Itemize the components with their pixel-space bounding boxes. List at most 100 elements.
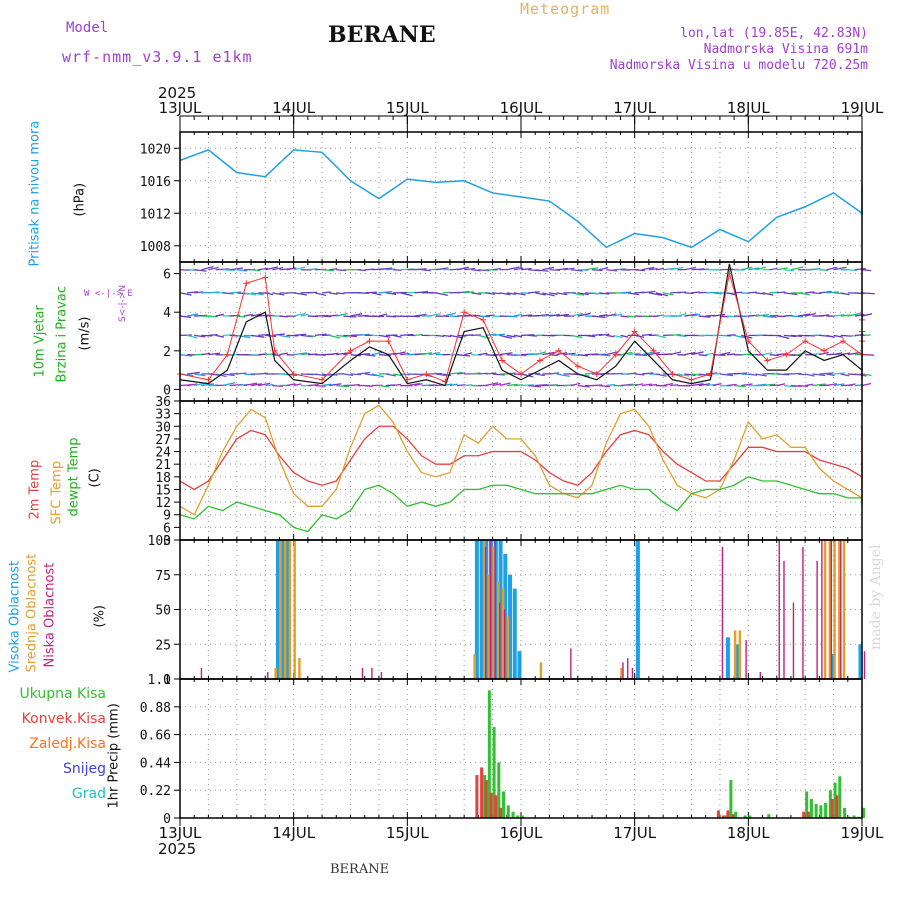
wind-arrow — [400, 352, 410, 356]
wind-gust-marker — [593, 370, 600, 377]
wind-arrow — [847, 312, 861, 317]
precip-conv-bar — [499, 807, 503, 818]
wind-arrow — [322, 269, 335, 272]
wind-arrow — [634, 373, 645, 376]
wind-arrow — [179, 354, 192, 357]
wind-arrow — [691, 382, 704, 387]
wind-arrow — [755, 373, 768, 377]
wind-arrow — [272, 267, 284, 271]
wind-arrow — [655, 334, 666, 339]
wind-arrow — [307, 268, 318, 271]
wind-arrow — [535, 351, 546, 356]
temp-sfc-line — [179, 404, 863, 516]
cloud-low-bar — [489, 540, 492, 679]
wind-arrow — [314, 333, 327, 337]
precip-label-frozen: Zaledj.Kisa — [29, 736, 106, 752]
wind-arrow — [812, 352, 822, 356]
cloud-low-bar — [802, 546, 804, 679]
wind-arrow — [293, 352, 308, 356]
year-label-bottom: 2025 — [158, 840, 196, 858]
y-tick-label-temperature: 6 — [163, 521, 171, 536]
wind-arrow — [528, 384, 542, 388]
wind-arrow — [329, 334, 341, 339]
wind-arrow — [840, 373, 850, 377]
wind-arrow — [464, 267, 476, 271]
wind-arrow — [677, 291, 687, 294]
precip-conv-bar — [716, 810, 720, 818]
wind-arrow — [236, 372, 247, 375]
precip-conv-bar — [835, 795, 839, 818]
wind-arrow — [435, 292, 448, 296]
x-day-label-top: 18JUL — [727, 99, 770, 117]
wind-arrow — [478, 315, 491, 318]
wind-arrow — [677, 373, 690, 377]
wind-arrow — [620, 315, 630, 318]
cloud-mid-bar — [298, 658, 301, 679]
wind-arrow — [414, 333, 423, 337]
wind-arrow — [769, 267, 778, 271]
y-tick-label-precipitation: 0.44 — [140, 756, 171, 771]
wind-arrow — [485, 372, 497, 375]
wind-gust-marker — [555, 347, 562, 354]
wind-arrow — [556, 292, 568, 296]
wind-arrow — [336, 312, 348, 317]
cloud-high-bar — [275, 540, 280, 679]
precip-total-bar — [843, 807, 847, 818]
wind-arrow — [471, 292, 482, 295]
wind-arrow — [719, 373, 734, 377]
cloud-low-bar — [200, 667, 203, 679]
wind-arrow — [343, 315, 357, 318]
wind-arrow — [613, 268, 627, 271]
wind-arrow — [456, 290, 470, 294]
wind-arrow — [414, 290, 429, 294]
y-tick-label-precipitation: 0.88 — [140, 701, 171, 716]
cloud-mid-bar — [482, 540, 486, 679]
cloud-high-bar — [830, 653, 835, 679]
wind-arrow — [243, 373, 256, 376]
wind-arrow — [208, 333, 218, 337]
wind-arrow — [208, 291, 220, 294]
wind-gust-marker — [499, 357, 506, 364]
wind-arrow — [726, 353, 736, 356]
wind-arrow — [819, 314, 830, 317]
wind-arrow — [734, 372, 748, 375]
wind-arrow — [734, 384, 746, 388]
wind-arrow — [847, 351, 861, 356]
wind-arrow — [769, 354, 779, 357]
wind-arrow — [414, 313, 427, 317]
y-tick-label-temperature: 3 — [163, 534, 171, 549]
wind-arrow — [570, 382, 581, 387]
wind-arrow — [457, 334, 467, 337]
wind-arrow — [350, 313, 363, 317]
cloud-mid-bar — [473, 653, 476, 679]
wind-arrow — [194, 269, 207, 272]
wind-arrow — [236, 269, 248, 272]
precip-total-bar — [833, 782, 837, 818]
wind-arrow — [201, 352, 211, 356]
wind-arrow — [385, 373, 397, 377]
y-tick-label-temperature: 21 — [155, 458, 171, 473]
wind-arrow — [691, 313, 701, 317]
wind-arrow — [478, 269, 490, 272]
precip-total-bar — [729, 780, 733, 818]
cloud-high-bar — [493, 540, 498, 679]
wind-arrow — [592, 269, 603, 272]
wind-arrow — [393, 373, 402, 377]
x-day-label-bottom: 18JUL — [727, 824, 770, 842]
wind-arrow — [684, 313, 698, 317]
wind-arrow — [421, 269, 431, 272]
cloud-low-bar — [361, 667, 364, 679]
wind-arrow — [634, 269, 645, 272]
wind-arrow — [698, 373, 713, 377]
cloud-high-bar — [512, 588, 517, 679]
wind-arrow — [506, 292, 517, 295]
wind-gust-marker — [404, 376, 411, 383]
wind-arrow — [364, 291, 377, 294]
cloud-mid-bar — [539, 662, 543, 679]
wind-arrow — [492, 292, 501, 295]
wind-arrow — [520, 334, 535, 337]
wind-arrow — [776, 291, 786, 294]
wind-arrow — [492, 373, 505, 376]
wind-arrow — [570, 269, 583, 272]
wind-arrow — [414, 383, 423, 387]
